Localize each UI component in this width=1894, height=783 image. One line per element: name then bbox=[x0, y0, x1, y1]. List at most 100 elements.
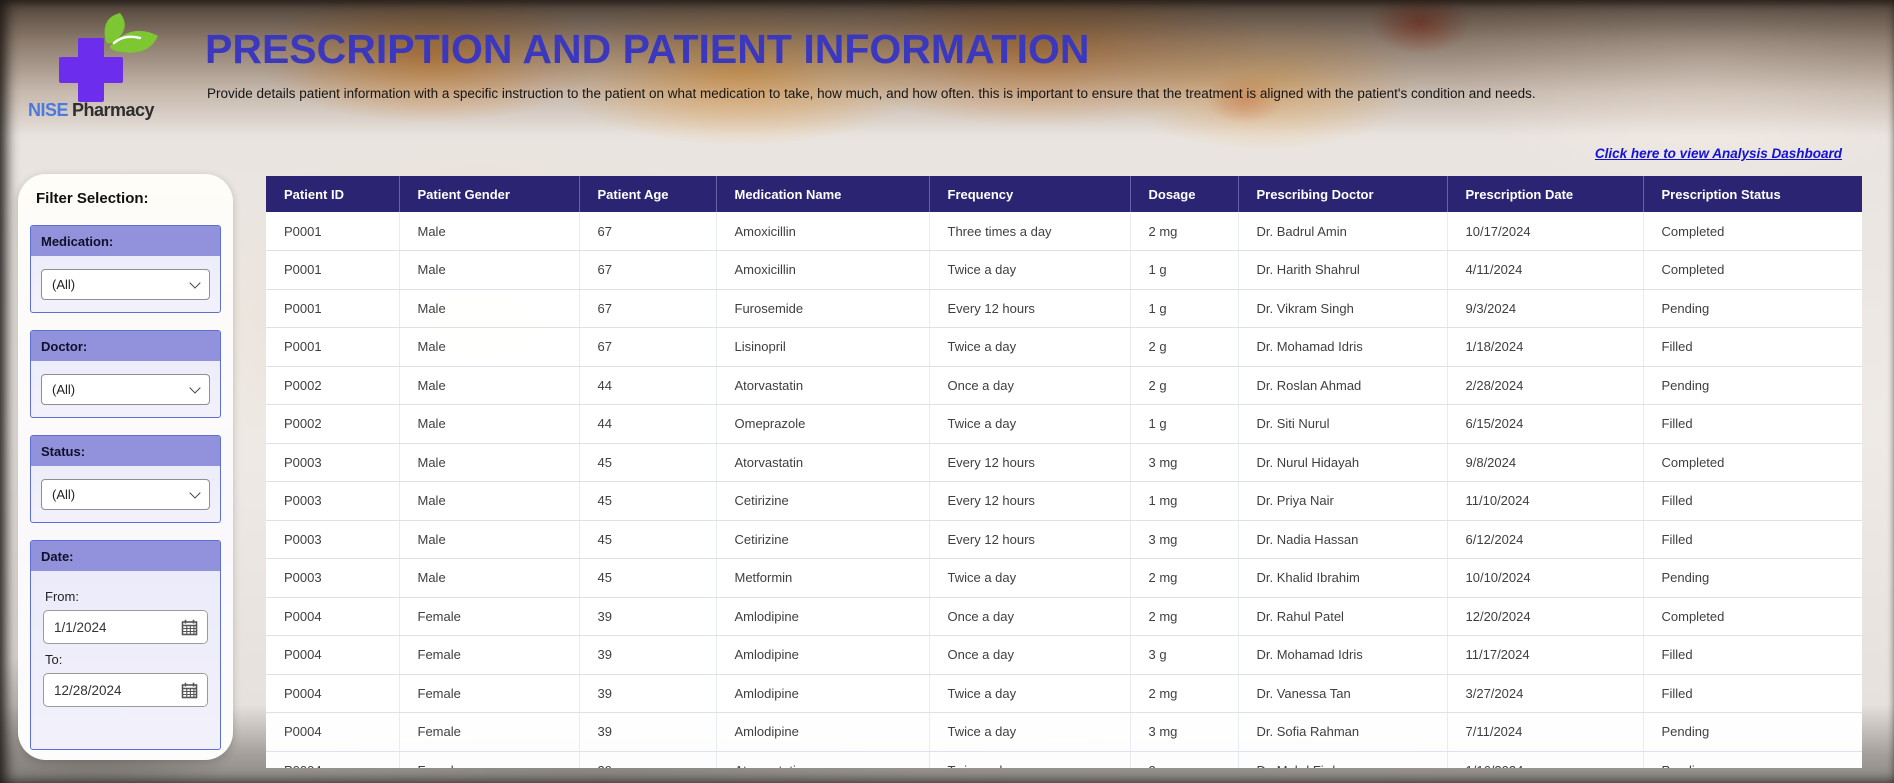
table-cell: 3 g bbox=[1130, 635, 1239, 675]
table-cell: 2 mg bbox=[1130, 674, 1239, 713]
table-cell: Dr. Badrul Amin bbox=[1238, 212, 1448, 251]
table-cell: 67 bbox=[579, 250, 717, 290]
table-cell: Atorvastatin bbox=[716, 751, 930, 768]
table-row[interactable]: P0004 Female 39 Amlodipine Once a day 3 g Dr. … bbox=[266, 635, 1862, 675]
column-header[interactable]: Dosage bbox=[1130, 176, 1239, 212]
table-cell: P0003 bbox=[266, 558, 400, 598]
table-cell: Lisinopril bbox=[716, 327, 930, 367]
table-row[interactable]: P0004 Female 39 Amlodipine Once a day 2 mg Dr.… bbox=[266, 597, 1862, 636]
column-header[interactable]: Patient Gender bbox=[399, 176, 580, 212]
table-cell: 1/16/2024 bbox=[1447, 751, 1644, 768]
status-filter-card: Status: (All) bbox=[30, 435, 221, 523]
filter-panel: Filter Selection: Medication: (All) Doct… bbox=[18, 174, 233, 760]
table-cell: Twice a day bbox=[929, 674, 1131, 713]
table-cell: Male bbox=[399, 366, 580, 405]
table-cell: Dr. Rahul Patel bbox=[1238, 597, 1448, 636]
date-to-input[interactable]: 12/28/2024 bbox=[43, 673, 208, 707]
table-cell: Male bbox=[399, 443, 580, 482]
column-header[interactable]: Patient Age bbox=[579, 176, 717, 212]
table-cell: 39 bbox=[579, 597, 717, 636]
table-cell: Dr. Nadia Hassan bbox=[1238, 520, 1448, 559]
brand-name-primary: NISE bbox=[28, 100, 69, 120]
table-cell: 11/17/2024 bbox=[1447, 635, 1644, 675]
table-cell: 2 mg bbox=[1130, 751, 1239, 768]
table-cell: Dr. Nurul Hidayah bbox=[1238, 443, 1448, 482]
table-row[interactable]: P0003 Male 45 Cetirizine Every 12 hours 1 mg D… bbox=[266, 481, 1862, 521]
medication-filter-dropdown[interactable]: (All) bbox=[41, 269, 210, 300]
chevron-down-icon bbox=[189, 276, 201, 289]
medication-filter-value: (All) bbox=[52, 277, 76, 292]
table-row[interactable]: P0004 Female 39 Amlodipine Twice a day 3 mg Dr… bbox=[266, 712, 1862, 752]
table-cell: 1 g bbox=[1130, 404, 1239, 444]
table-cell: 9/3/2024 bbox=[1447, 289, 1644, 328]
table-cell: Cetirizine bbox=[716, 481, 930, 521]
table-cell: 4/11/2024 bbox=[1447, 250, 1644, 290]
table-cell: Male bbox=[399, 404, 580, 444]
table-cell: Twice a day bbox=[929, 558, 1131, 598]
calendar-icon[interactable] bbox=[171, 674, 207, 706]
table-cell: Dr. Vikram Singh bbox=[1238, 289, 1448, 328]
table-cell: Omeprazole bbox=[716, 404, 930, 444]
table-row[interactable]: P0002 Male 44 Omeprazole Twice a day 1 g Dr. S… bbox=[266, 404, 1862, 444]
table-cell: 2 g bbox=[1130, 327, 1239, 367]
table-cell: Dr. Mohamad Idris bbox=[1238, 635, 1448, 675]
table-cell: Atorvastatin bbox=[716, 366, 930, 405]
table-cell: 1 g bbox=[1130, 289, 1239, 328]
prescription-table-container[interactable]: Patient ID Patient Gender Patient Age Medic… bbox=[266, 176, 1862, 768]
table-cell: Completed bbox=[1643, 250, 1862, 290]
doctor-filter-dropdown[interactable]: (All) bbox=[41, 374, 210, 405]
table-cell: Pending bbox=[1643, 751, 1862, 768]
table-cell: 1/18/2024 bbox=[1447, 327, 1644, 367]
table-cell: Filled bbox=[1643, 481, 1862, 521]
table-row[interactable]: P0002 Male 44 Atorvastatin Once a day 2 g Dr. … bbox=[266, 366, 1862, 405]
table-cell: 10/10/2024 bbox=[1447, 558, 1644, 598]
column-header[interactable]: Frequency bbox=[929, 176, 1131, 212]
table-row[interactable]: P0003 Male 45 Atorvastatin Every 12 hours 3 m… bbox=[266, 443, 1862, 482]
table-cell: P0003 bbox=[266, 520, 400, 559]
table-cell: Atorvastatin bbox=[716, 443, 930, 482]
date-filter-card: Date: From: 1/1/2024 bbox=[30, 540, 221, 750]
table-cell: 3 mg bbox=[1130, 520, 1239, 559]
date-from-label: From: bbox=[45, 589, 79, 604]
date-filter-label: Date: bbox=[31, 541, 220, 571]
table-row[interactable]: P0001 Male 67 Amoxicillin Twice a day 1 g Dr. … bbox=[266, 250, 1862, 290]
table-cell: P0002 bbox=[266, 404, 400, 444]
medication-filter-label: Medication: bbox=[31, 226, 220, 256]
table-row[interactable]: P0004 Female 39 Amlodipine Twice a day 2 mg Dr… bbox=[266, 674, 1862, 713]
pharmacy-logo: NISE Pharmacy bbox=[28, 8, 178, 123]
date-to-label: To: bbox=[45, 652, 63, 667]
table-row[interactable]: P0001 Male 67 Lisinopril Twice a day 2 g Dr. M… bbox=[266, 327, 1862, 367]
table-row[interactable]: P0003 Male 45 Metformin Twice a day 2 mg Dr. K… bbox=[266, 558, 1862, 598]
column-header[interactable]: Medication Name bbox=[716, 176, 930, 212]
brand-name-secondary: Pharmacy bbox=[72, 100, 155, 120]
analysis-dashboard-link[interactable]: Click here to view Analysis Dashboard bbox=[1594, 146, 1842, 161]
status-filter-label: Status: bbox=[31, 436, 220, 466]
calendar-icon[interactable] bbox=[171, 611, 207, 643]
brand-name: NISE Pharmacy bbox=[28, 100, 155, 121]
table-cell: Dr. Mohd Firdaus bbox=[1238, 751, 1448, 768]
table-cell: P0004 bbox=[266, 712, 400, 752]
table-cell: Dr. Khalid Ibrahim bbox=[1238, 558, 1448, 598]
table-cell: Once a day bbox=[929, 635, 1131, 675]
table-row[interactable]: P0003 Male 45 Cetirizine Every 12 hours 3 mg D… bbox=[266, 520, 1862, 559]
table-cell: 45 bbox=[579, 481, 717, 521]
table-cell: 67 bbox=[579, 327, 717, 367]
chevron-down-icon bbox=[189, 381, 201, 394]
status-filter-dropdown[interactable]: (All) bbox=[41, 479, 210, 510]
table-row[interactable]: P0001 Male 67 Amoxicillin Three times a day 2… bbox=[266, 212, 1862, 251]
date-from-input[interactable]: 1/1/2024 bbox=[43, 610, 208, 644]
column-header[interactable]: Patient ID bbox=[266, 176, 400, 212]
table-row[interactable]: P0001 Male 67 Furosemide Every 12 hours 1 g Dr… bbox=[266, 289, 1862, 328]
column-header[interactable]: Prescribing Doctor bbox=[1238, 176, 1448, 212]
table-cell: 2 g bbox=[1130, 366, 1239, 405]
medication-filter-card: Medication: (All) bbox=[30, 225, 221, 313]
table-cell: 67 bbox=[579, 212, 717, 251]
column-header[interactable]: Prescription Status bbox=[1643, 176, 1862, 212]
table-cell: Pending bbox=[1643, 712, 1862, 752]
page-title: PRESCRIPTION AND PATIENT INFORMATION bbox=[205, 26, 1090, 72]
column-header[interactable]: Prescription Date bbox=[1447, 176, 1644, 212]
table-cell: Male bbox=[399, 250, 580, 290]
table-cell: 3 mg bbox=[1130, 443, 1239, 482]
chevron-down-icon bbox=[189, 486, 201, 499]
